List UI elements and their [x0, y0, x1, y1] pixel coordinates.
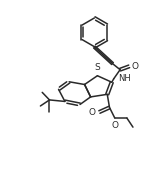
Text: O: O: [89, 107, 96, 116]
Text: O: O: [111, 121, 118, 130]
Text: NH: NH: [118, 74, 131, 83]
Text: O: O: [131, 62, 138, 71]
Text: S: S: [95, 63, 100, 72]
